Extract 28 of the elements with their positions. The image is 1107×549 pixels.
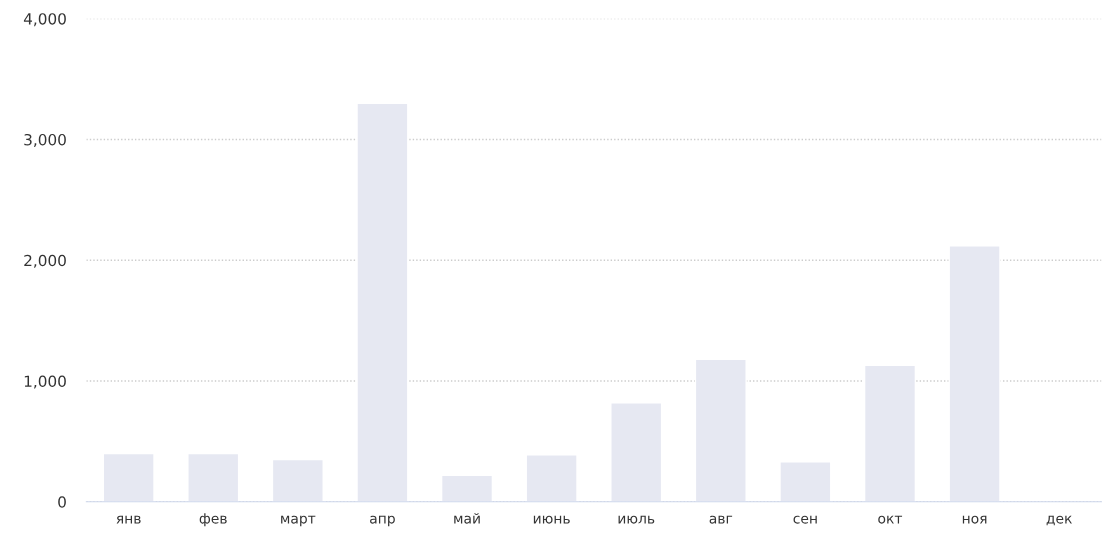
x-tick-label: июль	[618, 515, 655, 524]
bar	[863, 364, 917, 502]
bar	[779, 461, 832, 502]
x-tick-label: апр	[370, 515, 395, 527]
x-tick-label: июнь	[533, 515, 570, 524]
y-tick-label: 0	[58, 496, 66, 508]
bar	[948, 245, 1001, 502]
x-tick-label: авг	[709, 515, 733, 524]
y-tick-label: 2,000	[24, 254, 66, 268]
bar	[102, 452, 155, 502]
x-tick-label: фев	[199, 513, 227, 527]
y-tick-label: 3,000	[24, 133, 66, 148]
bar	[271, 458, 324, 502]
x-tick-label: окт	[878, 515, 903, 524]
x-tick-label: май	[454, 512, 480, 524]
y-tick-label: 1,000	[24, 375, 66, 389]
y-tick-label: 4,000	[23, 13, 66, 27]
bar	[694, 358, 747, 502]
x-tick-label: ноя	[962, 515, 987, 524]
bar	[525, 453, 578, 502]
x-tick-label: дек	[1046, 515, 1072, 526]
bar	[610, 402, 663, 502]
bar	[356, 102, 409, 502]
x-tick-label: янв	[116, 515, 141, 524]
x-tick-label: март	[281, 515, 316, 527]
bar	[187, 452, 240, 502]
x-tick-label: сен	[793, 515, 817, 524]
bar	[440, 474, 494, 502]
